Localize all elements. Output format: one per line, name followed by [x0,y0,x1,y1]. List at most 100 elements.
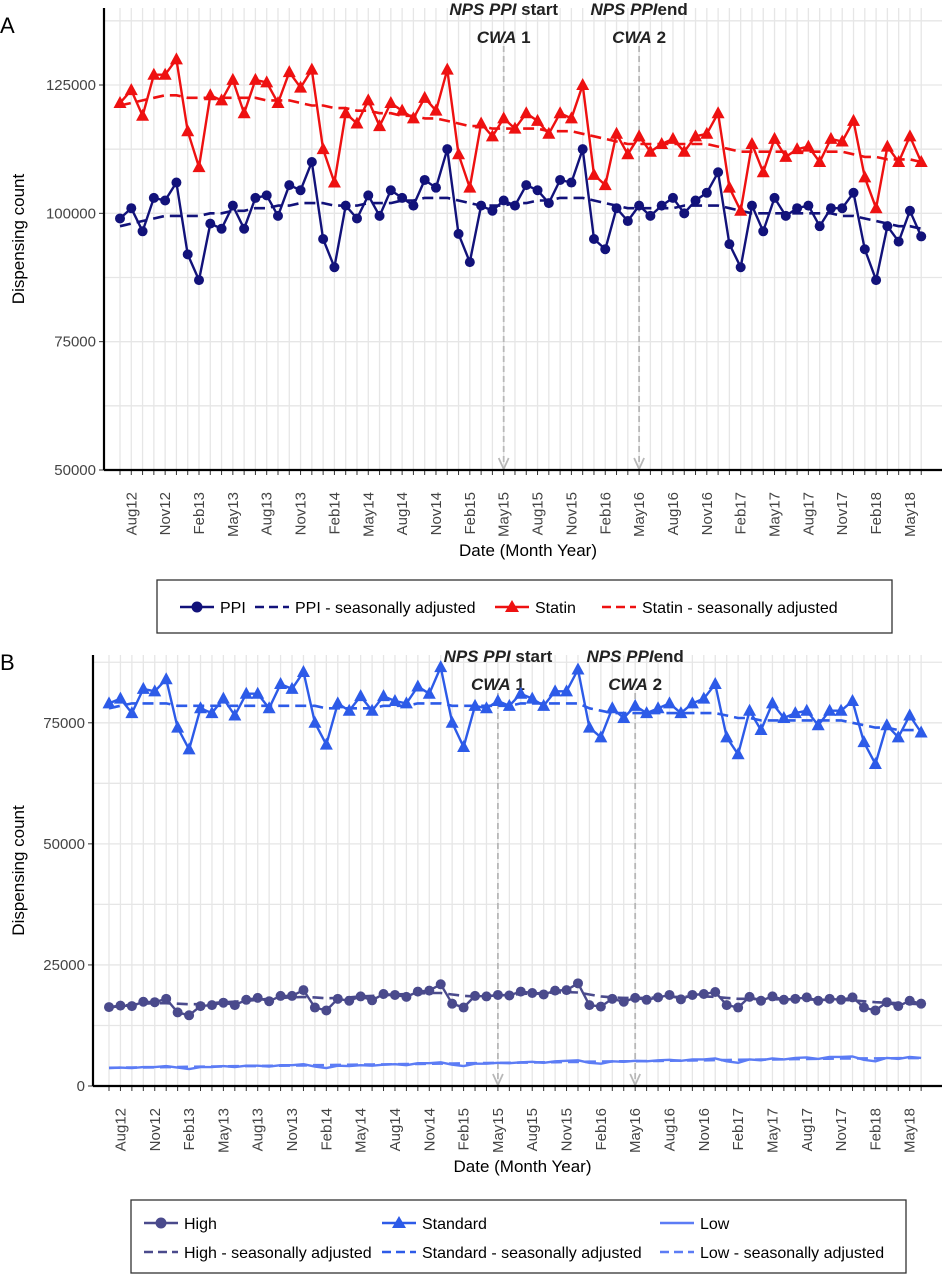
data-point [871,275,882,286]
data-point [800,703,814,716]
data-point [566,177,577,188]
legend-box [130,1199,907,1274]
x-tick-label: May18 [902,492,919,537]
data-point [442,144,453,155]
legend: High Standard Low High - seasonally adjuste… [130,1199,907,1274]
legend-marker [191,601,203,613]
data-point [182,742,196,755]
data-point [600,244,611,255]
data-point [587,167,601,180]
data-point [582,720,596,733]
data-point [916,998,927,1009]
data-point [870,1005,881,1016]
series-line-low [108,1055,922,1071]
x-tick-label: Aug12 [123,492,140,535]
data-point [342,703,356,716]
data-point [126,203,137,214]
x-tick-label: Aug13 [259,492,276,535]
legend-item: Low [660,1216,730,1233]
data-point [674,706,688,719]
legend-item: Low - seasonally adjusted [660,1245,884,1262]
data-point [880,139,894,152]
x-tick-label: May17 [767,492,784,537]
data-point [595,1001,606,1012]
x-tick-label: May14 [353,1108,370,1153]
annotation-line1: NPS PPI start [449,0,558,19]
data-point [903,708,917,721]
data-point [834,703,848,716]
legend-item: Statin - seasonally adjusted [602,600,838,617]
data-point [260,75,274,88]
data-point [138,996,149,1007]
data-point [560,684,574,697]
data-point [361,93,375,106]
annotation-italic: NPS PPI [444,647,512,666]
data-point [542,126,556,139]
data-point [239,686,253,699]
data-point [622,216,633,227]
annotation-italic: CWA [477,28,517,47]
data-point [687,989,698,1000]
data-point [792,203,803,214]
data-point [463,180,477,193]
data-point [491,694,505,707]
data-point [532,185,543,196]
data-point [237,106,251,119]
data-point [440,62,454,75]
x-tick-label: Nov15 [559,1108,576,1151]
data-point [305,62,319,75]
legend-marker [392,1216,406,1228]
x-tick-label: Feb16 [597,492,614,535]
data-point [690,195,701,206]
data-point [411,679,425,692]
data-point [171,177,182,188]
x-tick-label: Feb16 [593,1108,610,1151]
data-point [813,155,827,167]
data-point [765,696,779,709]
x-tick-label: Nov17 [834,492,851,535]
data-point [327,175,341,188]
data-point [788,706,802,719]
data-point [261,190,272,201]
x-tick-label: Feb13 [181,1108,198,1151]
data-point [355,991,366,1002]
x-tick-label: Feb13 [191,492,208,535]
annotation-line2: CWA 2 [612,28,666,47]
data-point [553,106,567,119]
data-point [147,67,161,80]
legend-item: Standard [382,1216,487,1233]
x-tick-label: Nov12 [147,1108,164,1151]
annotation-rest: end [654,647,684,666]
data-point [192,160,206,173]
data-point [284,180,295,191]
legend-label: Standard [422,1216,487,1233]
legend-marker [155,1217,167,1229]
y-tick-label: 75000 [43,715,85,732]
data-point [408,200,419,211]
data-point [397,192,408,203]
legend-item: PPI [180,600,246,617]
data-point [607,993,618,1004]
data-point [193,275,204,286]
y-tick-label: 75000 [54,334,96,351]
data-point [452,147,466,160]
data-point [904,205,915,216]
data-point [316,142,330,155]
data-point [354,689,368,702]
data-point [667,192,678,203]
data-point [367,995,378,1006]
data-point [296,664,310,677]
data-point [216,691,230,704]
data-point [605,701,619,714]
data-point [298,985,309,996]
data-point [218,997,229,1008]
x-tick-label: Aug12 [112,1108,129,1151]
legend-item: PPI - seasonally adjusted [255,600,476,617]
annotation-line1: NPS PPIend [587,647,684,666]
x-tick-label: Nov17 [833,1108,850,1151]
data-point [641,994,652,1005]
data-point [215,93,229,106]
data-point [250,192,261,203]
